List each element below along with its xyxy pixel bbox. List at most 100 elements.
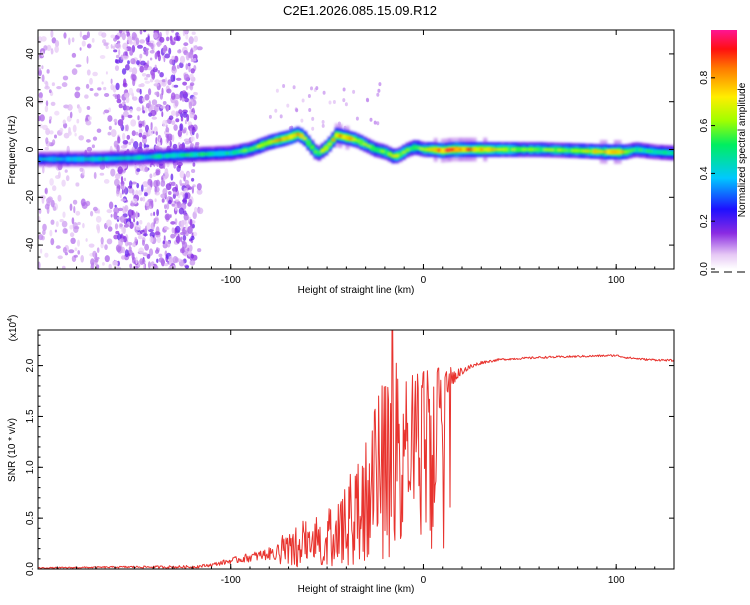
spectrogram-speckle-cell [159, 36, 165, 43]
spectrogram-speckle-cell [177, 239, 180, 244]
spectrogram-speckle-cell [140, 258, 143, 262]
spectrogram-ridge-cell [398, 153, 403, 156]
spectrogram-speckle-cell [192, 47, 196, 52]
spectrogram-ridge-cell [299, 134, 304, 138]
spectrogram-speckle-cell [165, 30, 169, 36]
spectrogram-speckle-cell [113, 118, 118, 123]
spectrogram-speckle-cell [186, 172, 191, 178]
x-tick-label: 0 [421, 575, 427, 586]
x-tick-label: 100 [608, 275, 625, 286]
spectrogram-speckle-cell [172, 186, 178, 193]
spectrogram-speckle-cell [192, 126, 196, 131]
spectrogram-ridge-cell [80, 157, 85, 161]
spectrogram-ridge-cell [546, 148, 551, 152]
spectrogram-speckle-cell [189, 111, 195, 119]
spectrogram-speckle-cell [137, 115, 140, 121]
spectrogram-speckle-cell [52, 185, 57, 192]
spectrogram-speckle-cell [96, 264, 100, 269]
spectrogram-speckle-cell [104, 255, 110, 263]
spectrogram-speckle-cell [41, 196, 45, 204]
spectrogram-speckle-cell [166, 162, 170, 168]
spectrogram-speckle-cell [171, 84, 175, 88]
spectrogram-speckle-cell [96, 247, 100, 253]
spectrogram-speckle-cell [106, 209, 113, 214]
spectrogram-speckle-cell [151, 72, 156, 79]
x-tick-label: 0 [421, 275, 427, 286]
spectrogram-speckle-cell [181, 246, 185, 254]
spectrogram-speckle-cell [92, 71, 98, 77]
spectrogram-speckle-cell [177, 161, 183, 167]
spectrogram-ridge-cell [221, 152, 226, 155]
spectrogram-speckle-cell [121, 115, 125, 121]
spectrogram-ridge-cell [133, 156, 138, 160]
spectrogram-ridge-cell [91, 157, 96, 161]
spectrogram-ridge-cell [112, 157, 117, 160]
spectrogram-speckle-cell [355, 116, 359, 121]
spectrogram-ridge-cell [394, 154, 399, 158]
spectrogram-speckle-cell [97, 87, 102, 91]
spectrogram-speckle-cell [110, 129, 117, 138]
spectrogram-speckle-cell [143, 263, 146, 269]
spectrogram-ridge-cell [543, 148, 548, 151]
spectrogram-speckle-cell [186, 184, 191, 189]
spectrogram-speckle-cell [176, 165, 181, 172]
spectrogram-ridge-cell [568, 149, 573, 152]
spectrogram-speckle-cell [144, 166, 149, 173]
spectrogram-ridge-cell [391, 154, 396, 158]
spectrogram-ridge-cell [334, 134, 339, 137]
spectrogram-speckle-cell [99, 55, 106, 59]
spectrogram-speckle-cell [45, 137, 49, 145]
spectrogram-ridge-cell [147, 155, 152, 159]
spectrogram-speckle-cell [122, 55, 129, 60]
spectrogram-speckle-cell [178, 48, 181, 53]
spectrogram-speckle-cell [183, 73, 190, 82]
spectrogram-speckle-cell [288, 126, 292, 131]
spectrogram-speckle-cell [129, 180, 133, 189]
spectrogram-speckle-cell [119, 32, 122, 38]
spectrogram-speckle-cell [128, 141, 132, 146]
spectrogram-speckle-cell [197, 207, 204, 215]
spectrogram-speckle-cell [106, 238, 113, 245]
spectrogram-speckle-cell [160, 258, 165, 266]
spectrogram-speckle-cell [150, 122, 153, 131]
spectrogram-speckle-cell [78, 106, 82, 114]
spectrogram-speckle-cell [40, 36, 47, 42]
spectrogram-ridge-cell [649, 150, 654, 153]
spectrogram-speckle-cell [38, 216, 41, 222]
spectrogram-ridge-cell [642, 149, 647, 152]
spectrogram-speckle-cell [190, 253, 195, 259]
spectrogram-speckle-cell [90, 210, 94, 217]
spectrogram-ridge-cell [444, 149, 449, 152]
spectrogram-speckle-cell [177, 233, 180, 242]
spectrogram-ridge-cell [617, 150, 622, 154]
spectrogram-ridge-cell [359, 141, 364, 144]
spectrogram-speckle-cell [89, 88, 94, 91]
spectrogram-speckle-cell [154, 231, 161, 236]
spectrogram-speckle-cell [50, 30, 54, 38]
spectrogram-speckle-cell [166, 203, 170, 210]
spectrogram-speckle-cell [301, 98, 305, 103]
spectrogram-ridge-cell [624, 150, 629, 154]
spectrogram-ridge-cell [356, 139, 361, 143]
spectrogram-speckle-cell [154, 265, 159, 269]
spectrogram-speckle-cell [79, 47, 82, 51]
spectrogram-speckle-cell [113, 37, 118, 42]
spectrogram-speckle-cell [160, 180, 166, 187]
spectrogram-speckle-cell [147, 261, 151, 269]
spectrogram-speckle-cell [129, 49, 134, 56]
spectrogram-speckle-cell [86, 31, 90, 39]
spectrogram-speckle-cell [168, 266, 174, 269]
spectrogram-speckle-cell [149, 163, 152, 168]
spectrogram-speckle-cell [150, 222, 155, 230]
spectrogram-speckle-cell [146, 222, 151, 231]
spectrogram-ridge-cell [525, 148, 530, 151]
spectrogram-ridge-cell [430, 148, 435, 151]
spectrogram-speckle-cell [149, 40, 155, 44]
spectrogram-ridge-cell [218, 152, 223, 155]
spectrogram-speckle-cell [185, 85, 189, 91]
spectrogram-speckle-cell [125, 96, 130, 104]
spectrogram-speckle-cell [170, 221, 176, 225]
spectrogram-speckle-cell [49, 178, 54, 186]
spectrogram-speckle-cell [147, 178, 152, 186]
